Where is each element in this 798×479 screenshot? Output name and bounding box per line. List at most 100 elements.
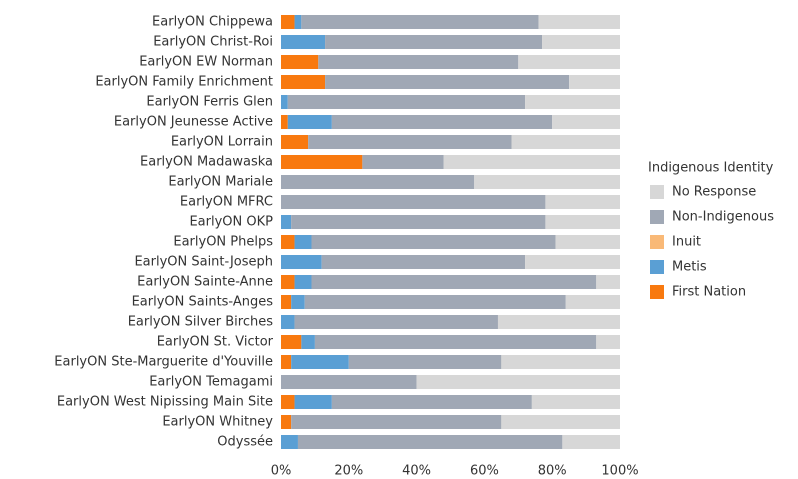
legend-label: Inuit [672, 235, 701, 250]
bar-segment [281, 315, 295, 329]
legend-label: Metis [672, 260, 707, 275]
bar-segment [281, 135, 309, 149]
bar-segment [281, 75, 326, 89]
bar-segment [314, 335, 597, 349]
bar-segment [281, 35, 326, 49]
bar-segment [281, 295, 292, 309]
x-tick-label: 80% [538, 464, 567, 479]
legend-label: Non-Indigenous [672, 210, 774, 225]
bar-segment [301, 15, 539, 29]
y-tick-label: EarlyON West Nipissing Main Site [57, 395, 273, 410]
bar-segment [304, 295, 566, 309]
bar-segment [542, 35, 620, 49]
bar-segment [294, 15, 302, 29]
bar-segment [318, 55, 519, 69]
bar-segment [596, 335, 620, 349]
bar-segment [525, 95, 620, 109]
bar-segment [281, 415, 292, 429]
bar-segment [281, 175, 475, 189]
y-tick-label: EarlyON Ste-Marguerite d'Youville [54, 355, 273, 370]
legend-title: Indigenous Identity [648, 161, 774, 176]
bar-segment [281, 195, 546, 209]
bar-segment [308, 135, 512, 149]
y-tick-label: EarlyON Mariale [168, 175, 273, 190]
bar-segment [545, 215, 620, 229]
x-tick-label: 0% [271, 464, 292, 479]
bar-segment [501, 415, 620, 429]
bar-segment [281, 375, 417, 389]
bar-segment [281, 15, 295, 29]
bar-segment [287, 115, 332, 129]
bar-segment [474, 175, 620, 189]
bar-segment [596, 275, 620, 289]
y-tick-label: EarlyON Saint-Joseph [134, 255, 273, 270]
bar-segment [416, 375, 620, 389]
bar-segment [562, 435, 620, 449]
bar-segment [325, 35, 543, 49]
x-tick-label: 40% [402, 464, 431, 479]
bar-segment [321, 255, 526, 269]
y-tick-label: EarlyON Chippewa [152, 15, 273, 30]
y-tick-label: EarlyON Silver Birches [128, 315, 274, 330]
bar-segment [297, 435, 563, 449]
y-tick-label: EarlyON Lorrain [171, 135, 273, 150]
legend-label: No Response [672, 185, 756, 200]
y-tick-label: EarlyON Ferris Glen [146, 95, 273, 110]
bar-segment [311, 275, 597, 289]
bar-segment [545, 195, 620, 209]
bar-segment [281, 55, 319, 69]
y-tick-label: EarlyON Jeunesse Active [114, 115, 273, 130]
legend-swatch [650, 260, 664, 274]
y-tick-label: EarlyON Christ-Roi [153, 35, 273, 50]
bar-segment [348, 355, 502, 369]
bar-segment [294, 395, 332, 409]
bar-segment [294, 275, 312, 289]
bar-segment [311, 235, 556, 249]
y-tick-label: EarlyON Madawaska [140, 155, 273, 170]
bar-segment [331, 115, 553, 129]
x-tick-label: 100% [601, 464, 638, 479]
legend-swatch [650, 285, 664, 299]
bar-segment [281, 115, 288, 129]
legend-swatch [650, 185, 664, 199]
x-tick-label: 60% [470, 464, 499, 479]
bar-segment [531, 395, 620, 409]
bar-segment [538, 15, 620, 29]
bar-segment [525, 255, 620, 269]
bar-segment [291, 215, 546, 229]
y-tick-label: EarlyON MFRC [180, 195, 273, 210]
bar-segment [552, 115, 620, 129]
bar-segment [281, 275, 295, 289]
bar-segment [291, 355, 349, 369]
bar-segment [281, 395, 295, 409]
bar-segment [501, 355, 620, 369]
bar-segment [281, 435, 298, 449]
y-tick-label: EarlyON Whitney [162, 415, 273, 430]
y-tick-label: EarlyON OKP [189, 215, 273, 230]
bar-segment [294, 235, 312, 249]
bar-segment [325, 75, 570, 89]
bar-segment [511, 135, 620, 149]
bar-segment [569, 75, 620, 89]
bar-segment [281, 215, 292, 229]
legend-swatch [650, 210, 664, 224]
bar-segment [331, 395, 532, 409]
bar-segment [362, 155, 444, 169]
bar-segment [301, 335, 315, 349]
x-tick-label: 20% [334, 464, 363, 479]
y-tick-label: EarlyON Family Enrichment [95, 75, 273, 90]
legend-label: First Nation [672, 285, 746, 300]
bar-segment [281, 335, 302, 349]
y-tick-label: Odyssée [217, 435, 273, 450]
bar-segment [291, 415, 502, 429]
bar-segment [291, 295, 305, 309]
bar-segment [281, 235, 295, 249]
bar-segment [281, 155, 363, 169]
bar-segment [287, 95, 526, 109]
y-tick-label: EarlyON EW Norman [139, 55, 273, 70]
bar-segment [497, 315, 620, 329]
bar-segment [518, 55, 620, 69]
bar-segment [555, 235, 620, 249]
y-tick-label: EarlyON Saints-Anges [132, 295, 274, 310]
